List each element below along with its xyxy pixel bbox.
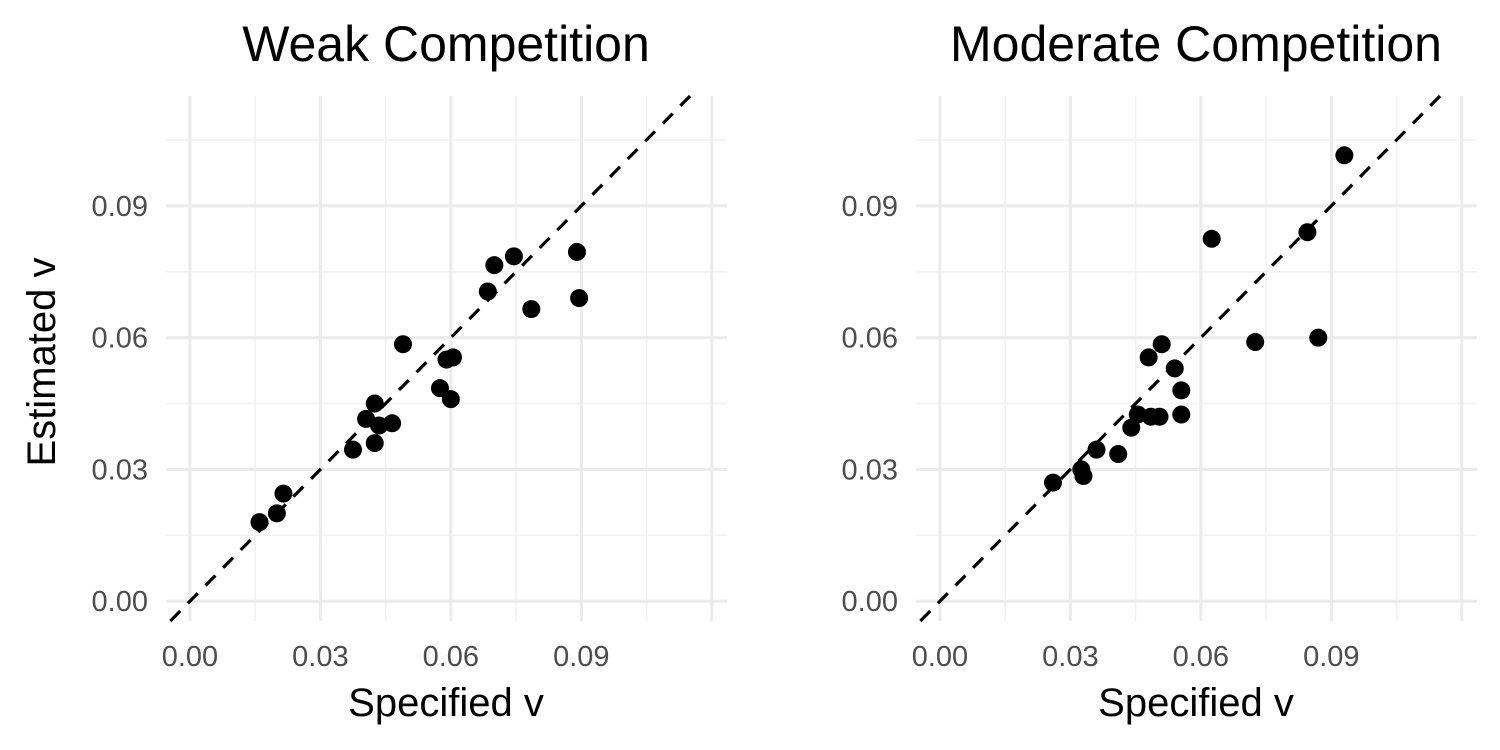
plot-area: 0.00 0.03 0.06 0.09 0.00 0.03 0.06 0.09 [92, 94, 727, 673]
data-point [344, 440, 362, 459]
data-point [365, 394, 384, 413]
data-point [441, 390, 460, 409]
data-point [1298, 223, 1317, 242]
reference-line [169, 94, 692, 623]
panel-moderate-competition: Moderate Competition 0.00 0.03 0.06 0.090.0… [842, 16, 1477, 725]
x-tick-label: 0.09 [553, 641, 609, 673]
data-point [522, 300, 541, 319]
figure-y-axis-title: Estimated v [20, 258, 64, 467]
y-tick-label: 0.09 [92, 191, 148, 223]
panel-title: Moderate Competition [950, 16, 1442, 72]
data-point [274, 484, 293, 503]
data-point [1150, 407, 1169, 426]
y-tick-label: 0.06 [842, 323, 898, 355]
data-point [478, 282, 497, 301]
data-point [383, 414, 402, 433]
data-point [1165, 359, 1184, 378]
y-tick-label: 0.00 [92, 586, 148, 618]
panel-title: Weak Competition [242, 16, 650, 72]
data-point [250, 513, 269, 532]
x-tick-label: 0.06 [1173, 641, 1229, 673]
x-tick-label: 0.03 [292, 641, 348, 673]
data-point [1202, 229, 1221, 248]
x-tick-label: 0.06 [423, 641, 479, 673]
y-tick-label: 0.06 [92, 323, 148, 355]
data-point [1152, 335, 1171, 354]
data-point [504, 247, 523, 266]
data-point [1335, 146, 1354, 165]
data-point [1087, 440, 1106, 459]
data-point [430, 379, 449, 398]
x-tick-label: 0.00 [162, 641, 218, 673]
panel-weak-competition: Weak Competition 0.00 0.03 0.06 0.090.000.0… [92, 16, 727, 725]
data-point [444, 348, 463, 367]
data-point [267, 504, 286, 523]
data-point [1172, 381, 1191, 400]
x-tick-label: 0.00 [912, 641, 968, 673]
x-tick-label: 0.09 [1303, 641, 1359, 673]
data-point [1109, 445, 1128, 464]
data-point [1246, 333, 1265, 352]
data-point [1043, 473, 1062, 492]
data-point [394, 335, 413, 354]
data-point [485, 256, 504, 275]
reference-line [919, 94, 1442, 623]
data-point [570, 289, 589, 308]
y-tick-label: 0.09 [842, 191, 898, 223]
x-axis-title: Specified v [1098, 681, 1294, 725]
x-tick-label: 0.03 [1042, 641, 1098, 673]
x-axis-title: Specified v [348, 681, 544, 725]
data-point [1139, 348, 1158, 367]
data-point [567, 242, 586, 261]
y-tick-label: 0.03 [842, 454, 898, 486]
data-point [365, 434, 384, 453]
data-point [1172, 405, 1191, 424]
y-tick-label: 0.00 [842, 586, 898, 618]
y-tick-label: 0.03 [92, 454, 148, 486]
plot-area: 0.00 0.03 0.06 0.09 0.00 0.03 0.06 0.09 [842, 94, 1477, 673]
data-point [1309, 328, 1328, 347]
data-point [1074, 467, 1093, 486]
